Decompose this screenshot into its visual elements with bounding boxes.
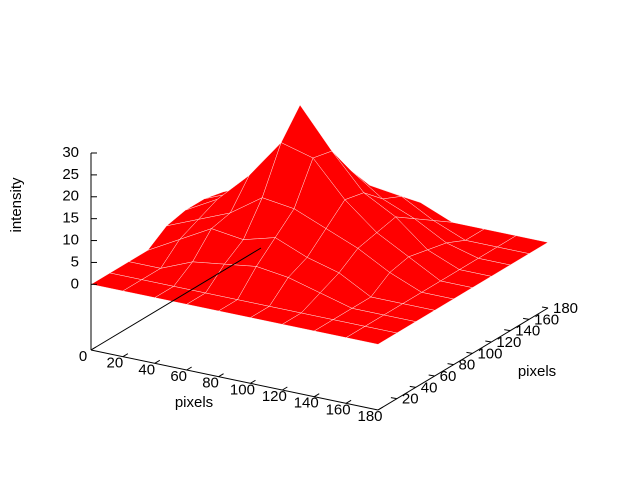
z-tick-label: 30 — [62, 144, 79, 161]
x-tick-label: 80 — [202, 375, 219, 392]
x-tick — [218, 373, 224, 378]
y-tick-label: 160 — [534, 311, 559, 328]
y-tick-label: 100 — [477, 345, 502, 362]
y-tick — [409, 385, 416, 388]
base-edge — [90, 247, 262, 351]
x-tick-label: 60 — [170, 368, 187, 385]
z-tick-label: 25 — [62, 166, 79, 183]
x-tick-label: 180 — [357, 408, 382, 425]
y-tick-label: 180 — [553, 300, 578, 317]
z-tick-label: 5 — [71, 253, 79, 270]
x-tick — [282, 386, 288, 391]
surface-cell — [345, 326, 398, 345]
x-tick-label: 120 — [262, 388, 287, 405]
x-axis-label: pixels — [175, 394, 213, 411]
x-tick-label: 140 — [294, 395, 319, 412]
y-axis-label: pixels — [518, 363, 556, 380]
y-tick — [447, 363, 454, 366]
y-tick — [466, 351, 473, 354]
y-tick — [541, 306, 549, 309]
y-tick — [504, 329, 511, 332]
x-tick-label: 20 — [107, 355, 124, 372]
y-tick-label: 140 — [515, 323, 540, 340]
z-tick-label: 20 — [62, 188, 79, 205]
y-tick-label: 120 — [496, 334, 521, 351]
y-tick-label: 60 — [440, 368, 457, 385]
x-tick — [313, 393, 320, 398]
z-tick-label: 15 — [62, 210, 79, 227]
surface — [90, 104, 549, 345]
x-tick — [122, 353, 129, 358]
z-axis-label: intensity — [8, 177, 25, 233]
x-axis — [90, 349, 379, 411]
y-tick — [428, 374, 435, 377]
x-tick — [345, 399, 352, 404]
z-tick-label: 10 — [62, 232, 79, 249]
x-tick-label: 160 — [326, 401, 351, 418]
y-tick-label: 40 — [421, 379, 438, 396]
x-tick-label: 100 — [230, 381, 255, 398]
x-tick — [186, 366, 192, 371]
y-tick-label: 20 — [402, 391, 419, 408]
x-tick — [250, 379, 256, 384]
x-tick-label: 0 — [79, 348, 87, 365]
y-tick — [485, 340, 492, 343]
x-tick — [154, 359, 161, 364]
z-tick-label: 0 — [71, 275, 79, 292]
y-tick — [390, 397, 397, 400]
y-tick-label: 80 — [459, 357, 476, 374]
y-tick — [523, 317, 530, 320]
y-axis — [377, 307, 549, 411]
x-tick-label: 40 — [138, 361, 155, 378]
x-tick — [90, 346, 97, 351]
